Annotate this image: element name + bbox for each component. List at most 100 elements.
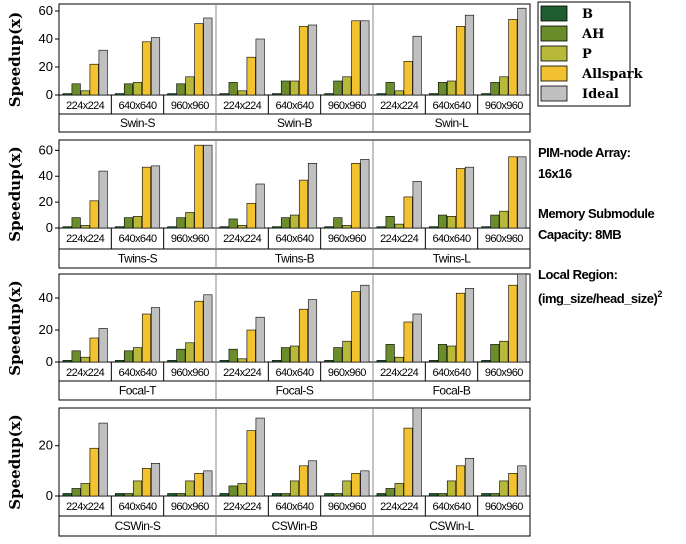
bar-ideal	[360, 470, 370, 497]
panel-frame	[58, 407, 531, 537]
category-label: 640x640	[118, 501, 156, 513]
bar-b	[428, 360, 439, 363]
bar-ideal	[464, 288, 475, 363]
bar-ideal	[360, 20, 370, 96]
category-label: 960x960	[328, 100, 366, 112]
bar-b	[114, 93, 125, 96]
bar-b	[428, 93, 439, 96]
bar-ah	[385, 216, 395, 229]
bar-p	[80, 483, 90, 497]
bar-p	[289, 214, 300, 229]
bar-ideal	[98, 328, 108, 363]
bar-ideal	[150, 307, 161, 363]
local-region-exponent: 2	[657, 289, 662, 299]
bar-p	[237, 225, 247, 229]
bar-b	[167, 226, 177, 229]
y-tick-label: 60	[39, 142, 53, 157]
y-tick-label: 0	[46, 488, 53, 503]
annotations: PIM-node Array: 16x16 Memory Submodule C…	[538, 145, 663, 306]
bar-ah	[333, 217, 343, 229]
bar-ah	[280, 80, 291, 96]
bar-allspark	[141, 468, 152, 497]
bar-p	[185, 480, 195, 497]
bar-b	[271, 493, 282, 497]
bar-ah	[385, 344, 395, 363]
bar-allspark	[403, 196, 413, 229]
bar-ah	[228, 218, 238, 229]
bar-ideal	[98, 422, 108, 497]
y-tick-label: 20	[39, 194, 53, 209]
category-label: 960x960	[485, 233, 523, 245]
category-label: 640x640	[432, 367, 470, 379]
category-label: 224x224	[380, 501, 418, 513]
bar-b	[219, 226, 229, 229]
bar-allspark	[89, 63, 99, 96]
bar-p	[499, 480, 509, 497]
category-label: 224x224	[223, 367, 261, 379]
bar-p	[132, 82, 143, 96]
legend-label-b: B	[582, 7, 593, 22]
bar-allspark	[298, 465, 309, 497]
category-label: 960x960	[328, 367, 366, 379]
y-tick-label: 0	[46, 87, 53, 102]
bar-b	[324, 493, 334, 497]
bar-ah	[437, 82, 448, 96]
bar-ah	[71, 488, 81, 497]
y-axis-label: Speedup(x)	[6, 146, 24, 241]
bar-ah	[490, 214, 500, 229]
bar-p	[499, 340, 509, 363]
category-label: 640x640	[432, 100, 470, 112]
bar-b	[428, 493, 439, 497]
bar-allspark	[298, 179, 309, 229]
category-label: 640x640	[275, 100, 313, 112]
bar-allspark	[194, 144, 204, 229]
y-axis-label: Speedup(x)	[6, 280, 24, 375]
panel-frame	[58, 3, 531, 133]
model-label: CSWin-S	[115, 519, 161, 533]
bar-allspark	[508, 156, 518, 229]
bar-b	[114, 360, 125, 363]
category-label: 224x224	[66, 233, 104, 245]
bar-p	[394, 90, 404, 96]
bar-ah	[437, 214, 448, 229]
bar-p	[342, 76, 352, 96]
bar-p	[342, 225, 352, 229]
bar-b	[481, 226, 491, 229]
category-label: 640x640	[432, 501, 470, 513]
bar-allspark	[141, 166, 152, 229]
bar-ideal	[255, 183, 265, 229]
bar-ah	[333, 493, 343, 497]
pim-array-label: PIM-node Array:	[538, 145, 631, 160]
bar-b	[376, 93, 386, 96]
bar-ah	[490, 82, 500, 96]
bar-b	[62, 226, 72, 229]
bar-b	[219, 360, 229, 363]
bar-allspark	[508, 473, 518, 497]
memory-capacity-label: Capacity: 8MB	[538, 227, 621, 242]
category-label: 224x224	[66, 100, 104, 112]
bar-b	[324, 226, 334, 229]
bar-b	[324, 360, 334, 363]
bar-p	[132, 216, 143, 229]
y-axis-label: Speedup(x)	[6, 414, 24, 509]
y-tick-label: 20	[39, 438, 53, 453]
bar-p	[80, 225, 90, 229]
bar-p	[237, 483, 247, 497]
bar-ideal	[150, 37, 161, 96]
category-label: 960x960	[328, 233, 366, 245]
bar-p	[342, 480, 352, 497]
category-label: 960x960	[171, 501, 209, 513]
bar-allspark	[246, 430, 256, 497]
bar-ah	[280, 347, 291, 363]
legend-label-ideal: Ideal	[582, 87, 619, 102]
category-label: 640x640	[118, 100, 156, 112]
bar-p	[446, 345, 457, 363]
bar-ideal	[150, 463, 161, 497]
model-label: CSWin-L	[429, 519, 474, 533]
panel-1: Speedup(x) 0 20 40 60 224x224 640x640 960x960 Sw…	[6, 3, 531, 133]
bar-allspark	[246, 56, 256, 96]
bar-ah	[280, 217, 291, 229]
bar-b	[219, 93, 229, 96]
bar-allspark	[246, 329, 256, 363]
